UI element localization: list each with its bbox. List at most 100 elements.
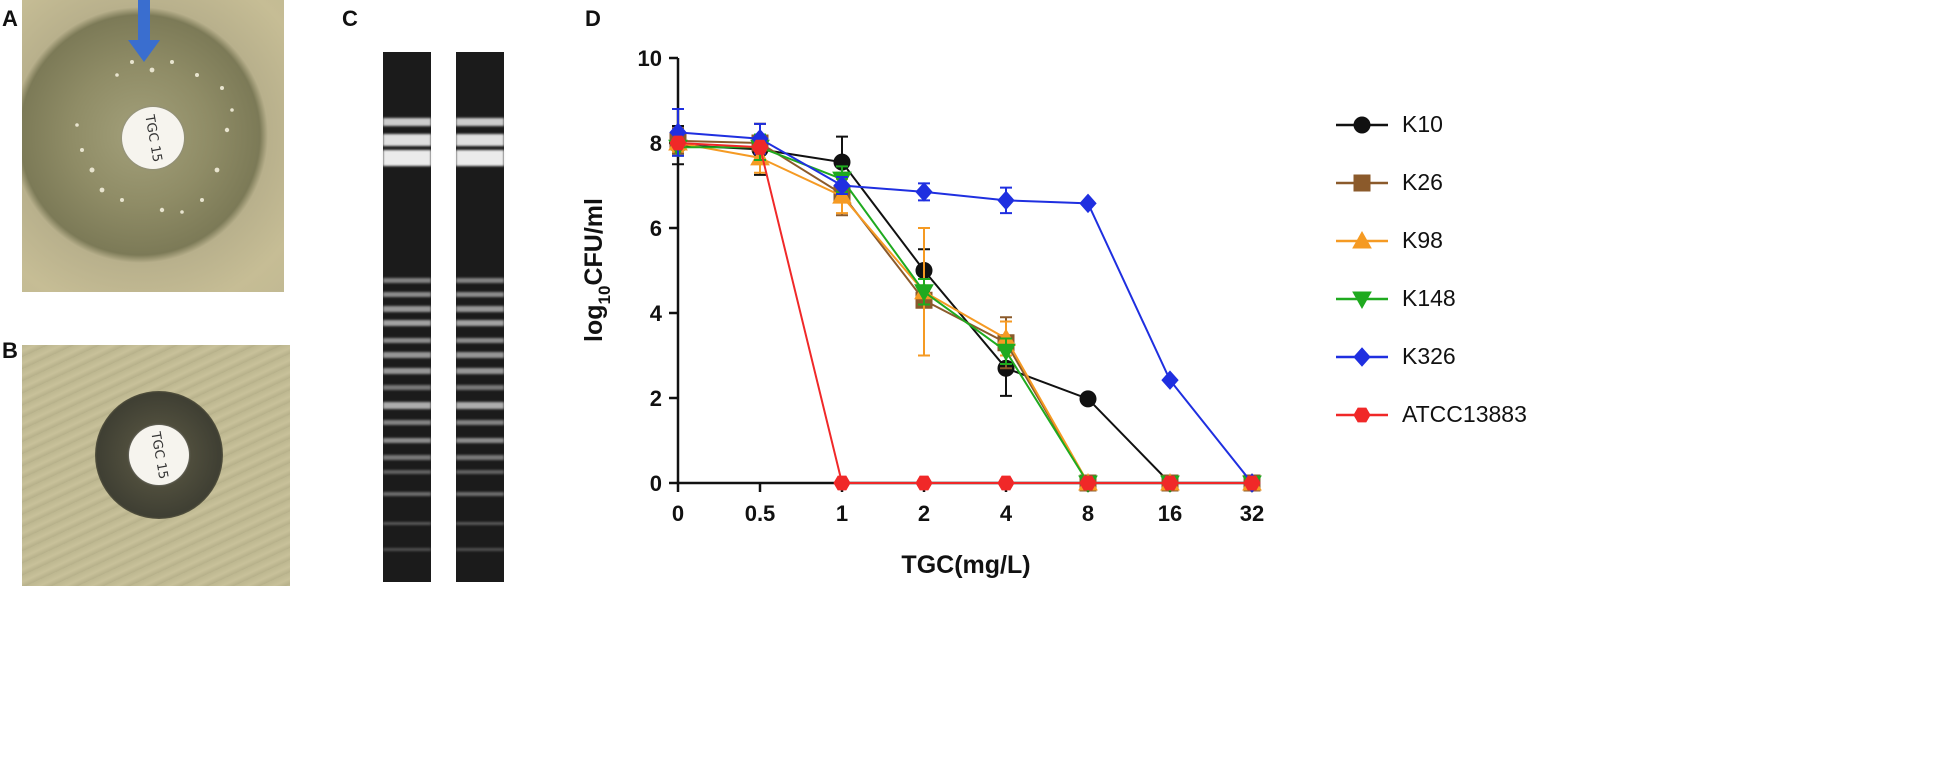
gel-band [383, 150, 431, 166]
x-tick-label: 1 [836, 501, 848, 526]
data-point [915, 182, 933, 202]
gel-band [456, 278, 504, 283]
gel-band [456, 492, 504, 496]
series-k26 [669, 122, 1261, 492]
gel-band [456, 150, 504, 166]
y-tick-label: 8 [650, 131, 662, 156]
gel-band [456, 420, 504, 425]
gel-band [383, 522, 431, 525]
gel-band [383, 470, 431, 474]
petri-dish-photo-b: TGC 15 [22, 345, 290, 586]
gel-band [383, 352, 431, 358]
data-point [1161, 475, 1179, 491]
arrow-down-icon [128, 0, 160, 62]
series-line [677, 142, 1252, 484]
panel-label-b: B [2, 338, 18, 363]
gel-band [383, 118, 431, 126]
panel-label-c: C [342, 6, 358, 31]
legend-marker [1353, 174, 1371, 191]
legend-swatch [1336, 291, 1388, 309]
gel-band [456, 402, 504, 409]
legend-swatch [1336, 346, 1388, 367]
y-axis-label-main: log [580, 304, 608, 342]
gel-band [456, 438, 504, 443]
x-tick-label: 0.5 [745, 501, 776, 526]
gel-lane-2 [456, 52, 504, 582]
data-point [914, 284, 934, 302]
data-point [1079, 390, 1097, 408]
y-tick-label: 10 [638, 46, 662, 71]
gel-band [456, 118, 504, 126]
data-point [915, 475, 933, 491]
legend-marker [1353, 346, 1371, 367]
gel-band [456, 338, 504, 343]
antibiotic-disk-b: TGC 15 [129, 425, 189, 485]
y-axis-label-rest: CFU/ml [580, 198, 608, 286]
y-axis-label-sub: 10 [595, 286, 614, 305]
legend-marker [1352, 291, 1372, 309]
gel-band [383, 292, 431, 297]
y-axis-label: log10CFU/ml [580, 198, 614, 342]
gel-band [383, 278, 431, 283]
gel-band [456, 352, 504, 358]
series-line [677, 142, 1252, 484]
panel-label-a: A [2, 6, 18, 31]
legend-item: K326 [1336, 343, 1456, 370]
gel-band [456, 522, 504, 525]
legend-marker [1353, 407, 1371, 422]
petri-dish-photo-a: TGC 15 [22, 0, 284, 292]
y-tick-label: 0 [650, 471, 662, 496]
gel-band [456, 134, 504, 146]
legend-label: ATCC13883 [1402, 401, 1527, 427]
data-point [1161, 370, 1179, 390]
data-point [669, 135, 687, 151]
gel-band [456, 548, 504, 551]
series-k10 [669, 122, 1261, 492]
gel-band [383, 385, 431, 390]
data-point [997, 475, 1015, 491]
gel-band [456, 385, 504, 390]
legend-label: K326 [1402, 343, 1456, 369]
data-point [1079, 475, 1097, 491]
y-tick-label: 4 [650, 301, 663, 326]
x-tick-label: 2 [918, 501, 930, 526]
series-line [677, 131, 1253, 484]
data-point [997, 190, 1015, 211]
gel-band [456, 292, 504, 297]
gel-band [383, 420, 431, 425]
series-line [677, 139, 1252, 484]
panel-label-d: D [585, 6, 601, 31]
legend-swatch [1336, 407, 1388, 422]
legend-label: K148 [1402, 285, 1456, 311]
legend-label: K26 [1402, 169, 1443, 195]
legend-label: K10 [1402, 111, 1443, 137]
gel-band [383, 492, 431, 496]
gel-band [456, 470, 504, 474]
legend-item: K26 [1336, 169, 1443, 196]
series-k98 [668, 132, 1262, 491]
gel-lane-1 [383, 52, 431, 582]
gel-band [456, 320, 504, 326]
legend-item: ATCC13883 [1336, 401, 1527, 428]
colony-dots [75, 60, 234, 214]
gel-band [383, 548, 431, 551]
x-tick-label: 0 [672, 501, 684, 526]
antibiotic-disk-a: TGC 15 [122, 107, 184, 169]
data-point [833, 475, 851, 491]
x-tick-label: 32 [1240, 501, 1264, 526]
gel-band [383, 455, 431, 460]
x-tick-label: 4 [1000, 501, 1013, 526]
gel-band [383, 402, 431, 409]
legend-marker [1352, 230, 1372, 248]
series-atcc13883 [669, 135, 1261, 491]
gel-band [383, 438, 431, 443]
y-tick-label: 6 [650, 216, 662, 241]
legend-item: K10 [1336, 111, 1443, 138]
legend-label: K98 [1402, 227, 1443, 253]
legend-swatch [1336, 116, 1388, 133]
x-axis-label: TGC(mg/L) [901, 551, 1030, 579]
y-tick-label: 2 [650, 386, 662, 411]
data-point [751, 139, 769, 155]
data-point [996, 343, 1016, 362]
gel-band [383, 134, 431, 146]
